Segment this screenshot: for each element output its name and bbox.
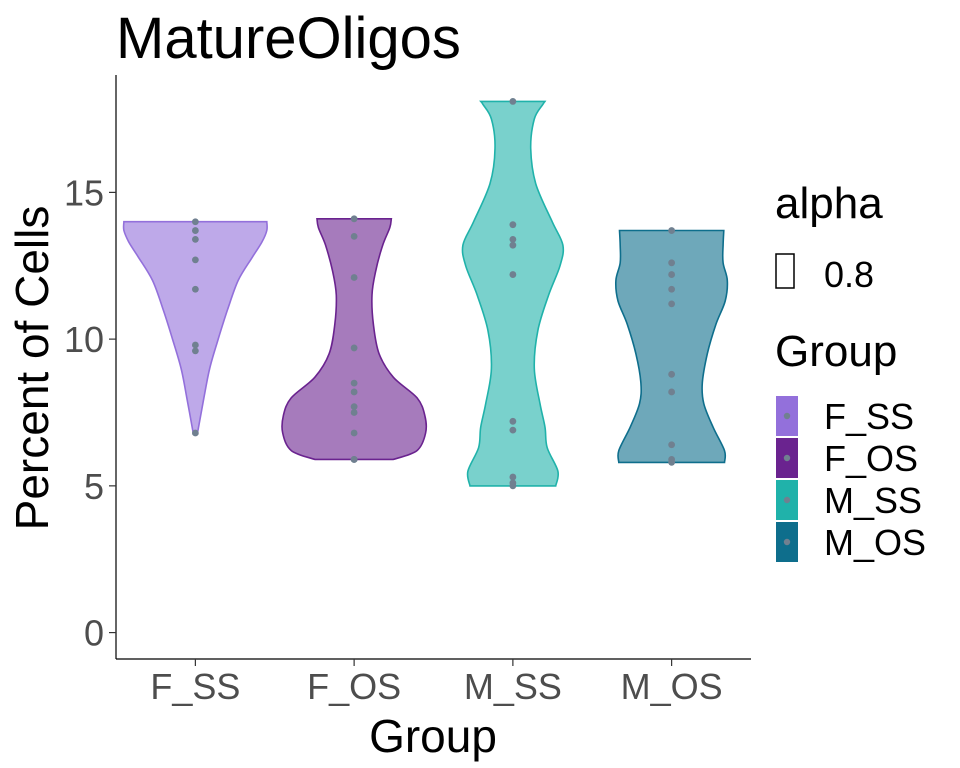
data-point	[509, 473, 517, 481]
violin-m-os	[614, 229, 729, 464]
legend-key-point	[783, 538, 791, 546]
point-layer	[191, 98, 676, 490]
legend-key-point	[783, 412, 791, 420]
data-point	[668, 271, 676, 278]
data-point	[191, 227, 199, 234]
x-tick-label: F_OS	[307, 666, 401, 707]
data-point	[191, 341, 199, 349]
data-point	[191, 429, 199, 437]
data-point	[668, 300, 676, 308]
data-point	[350, 388, 358, 396]
legend-group-title: Group	[775, 327, 897, 376]
data-point	[350, 233, 358, 240]
legend-key-point	[783, 454, 791, 462]
legend-label: F_SS	[824, 396, 914, 437]
data-point	[509, 241, 517, 249]
data-point	[509, 98, 517, 105]
data-point	[509, 482, 517, 490]
data-point	[350, 409, 358, 416]
x-tick-label: M_OS	[621, 666, 723, 707]
violin-f-os	[281, 218, 428, 461]
data-point	[509, 417, 517, 425]
legend-group-entries: F_SSF_OSM_SSM_OS	[776, 396, 926, 563]
data-point	[668, 458, 676, 466]
y-axis-title: Percent of Cells	[6, 206, 58, 531]
legend-key-point	[783, 496, 791, 504]
data-point	[350, 429, 358, 437]
x-ticks: F_SS F_OS M_SS M_OS	[150, 659, 723, 707]
data-point	[191, 347, 199, 355]
data-point	[668, 441, 676, 449]
y-tick-label: 15	[64, 172, 104, 213]
data-point	[509, 221, 517, 229]
violin-layer	[122, 100, 729, 487]
y-tick-label: 5	[84, 466, 104, 507]
x-tick-label: F_SS	[150, 666, 240, 707]
data-point	[350, 274, 358, 281]
data-point	[191, 218, 199, 226]
data-point	[350, 456, 358, 463]
legend-alpha-key	[775, 253, 795, 289]
legend-label: M_SS	[824, 480, 922, 521]
data-point	[350, 344, 358, 352]
data-point	[668, 285, 676, 293]
data-point	[350, 215, 358, 223]
data-point	[191, 235, 199, 243]
data-point	[350, 403, 358, 411]
y-ticks: 0 5 10 15	[64, 172, 116, 654]
data-point	[509, 426, 517, 434]
data-point	[668, 259, 676, 267]
legend-label: M_OS	[824, 522, 926, 563]
legend: alpha 0.8 Group F_SSF_OSM_SSM_OS	[775, 179, 926, 563]
y-tick-label: 10	[64, 319, 104, 360]
data-point	[668, 388, 676, 396]
y-tick-label: 0	[84, 613, 104, 654]
violin-f-ss	[122, 220, 268, 434]
data-point	[668, 370, 676, 378]
legend-alpha-value: 0.8	[824, 254, 874, 295]
violin-m-ss	[461, 100, 565, 487]
legend-alpha-title: alpha	[775, 179, 883, 228]
data-point	[191, 285, 199, 293]
data-point	[191, 256, 199, 264]
legend-label: F_OS	[824, 438, 918, 479]
chart-title: MatureOligos	[116, 6, 461, 71]
x-axis-title: Group	[369, 710, 497, 762]
data-point	[668, 227, 676, 234]
x-tick-label: M_SS	[464, 666, 562, 707]
data-point	[350, 379, 358, 387]
data-point	[509, 235, 517, 243]
data-point	[509, 271, 517, 278]
